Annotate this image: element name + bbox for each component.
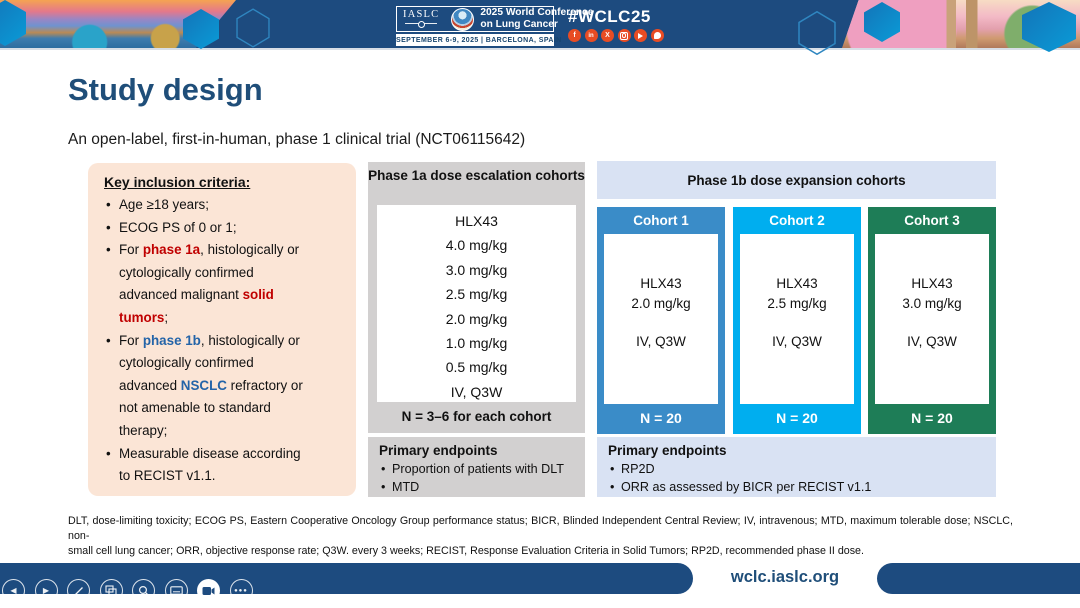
dose-line: IV, Q3W	[450, 383, 503, 400]
social-icons-row: f in X	[568, 29, 664, 42]
phase1b-header: Phase 1b dose expansion cohorts	[597, 161, 996, 199]
wclc25-emblem-icon	[451, 7, 475, 31]
dose-line: 0.5 mg/kg	[445, 359, 508, 376]
conference-name-line1: 2025 World Conference	[480, 6, 594, 18]
cohort2-body: HLX43 2.5 mg/kg IV, Q3W	[740, 234, 854, 404]
conference-hashtag: #WCLC25	[568, 7, 651, 26]
cohort1-body: HLX43 2.0 mg/kg IV, Q3W	[604, 234, 718, 404]
dose-line: 1.0 mg/kg	[445, 335, 508, 352]
list-item: ECOG PS of 0 or 1;	[104, 217, 312, 240]
viewer-toolbar: ◀ ▶ ●●●	[2, 579, 253, 602]
list-item: Proportion of patients with DLT	[379, 460, 574, 478]
next-slide-button[interactable]: ▶	[34, 579, 58, 602]
camera-button[interactable]	[197, 579, 220, 602]
phase1a-n-label: N = 3–6 for each cohort	[401, 409, 552, 424]
cohort2-n-label: N = 20	[776, 410, 818, 426]
cohort2-label: Cohort 2	[769, 213, 825, 228]
list-item: Measurable disease according to RECIST v…	[104, 443, 312, 488]
endpoints-list: RP2D ORR as assessed by BICR per RECIST …	[608, 460, 985, 496]
endpoints-list: Proportion of patients with DLT MTD	[379, 460, 574, 496]
dose-line: 3.0 mg/kg	[445, 261, 508, 278]
endpoints-heading: Primary endpoints	[608, 443, 727, 458]
cohort1-n-label: N = 20	[640, 410, 682, 426]
conference-banner: IASLC 2025 World Conference on Lung Canc…	[0, 0, 1080, 55]
page-title: Study design	[68, 72, 263, 107]
slide-layout-button[interactable]	[99, 579, 123, 602]
drug-name: HLX43	[640, 276, 682, 291]
cohort1-card: Cohort 1 HLX43 2.0 mg/kg IV, Q3W N = 20	[597, 207, 725, 434]
dose-line: 2.5 mg/kg	[445, 286, 508, 303]
instagram-icon[interactable]	[617, 29, 631, 42]
hexagon-outline-decoration	[798, 11, 836, 55]
cohort3-body: HLX43 3.0 mg/kg IV, Q3W	[875, 234, 989, 404]
phase1a-dose-box: HLX43 4.0 mg/kg 3.0 mg/kg 2.5 mg/kg 2.0 …	[377, 205, 576, 402]
conference-date-location: SEPTEMBER 6-9, 2025 | BARCELONA, SPAIN	[396, 34, 561, 46]
cohort2-card: Cohort 2 HLX43 2.5 mg/kg IV, Q3W N = 20	[733, 207, 861, 434]
keyboard-icon	[169, 586, 183, 595]
list-item: ORR as assessed by BICR per RECIST v1.1	[608, 478, 985, 496]
zoom-button[interactable]	[132, 579, 155, 602]
list-item: For phase 1a, histologically or cytologi…	[104, 239, 312, 329]
conference-name-line2: on Lung Cancer	[480, 19, 558, 30]
drug-name: HLX43	[911, 276, 953, 291]
conference-name: 2025 World Conference on Lung Cancer	[480, 7, 593, 31]
schedule: IV, Q3W	[772, 334, 822, 349]
footnote-line1: DLT, dose-limiting toxicity; ECOG PS, Ea…	[68, 515, 1013, 542]
chat-icon[interactable]	[650, 29, 664, 42]
pen-icon	[74, 586, 83, 595]
conference-url[interactable]: wclc.iaslc.org	[730, 568, 840, 586]
dose-line: 2.0 mg/kg	[445, 310, 508, 327]
inclusion-criteria-panel: Key inclusion criteria: Age ≥18 years; E…	[88, 163, 356, 496]
previous-slide-button[interactable]: ◀	[2, 579, 25, 602]
cohort3-n-label: N = 20	[911, 410, 953, 426]
drug-name: HLX43	[776, 276, 818, 291]
dose-value: 2.0 mg/kg	[631, 296, 691, 311]
dose-value: 3.0 mg/kg	[902, 296, 962, 311]
list-item: For phase 1b, histologically or cytologi…	[104, 330, 312, 443]
cohort1-label: Cohort 1	[633, 213, 689, 228]
cohort3-card: Cohort 3 HLX43 3.0 mg/kg IV, Q3W N = 20	[868, 207, 996, 434]
dose-line: 4.0 mg/kg	[445, 237, 508, 254]
x-twitter-icon[interactable]: X	[601, 29, 614, 42]
list-item: Age ≥18 years;	[104, 194, 312, 217]
dose-value: 2.5 mg/kg	[767, 296, 827, 311]
wclc-logo-box: IASLC 2025 World Conference on Lung Canc…	[396, 6, 593, 32]
schedule: IV, Q3W	[907, 334, 957, 349]
abbreviations-footnote: DLT, dose-limiting toxicity; ECOG PS, Ea…	[68, 514, 1013, 558]
inclusion-criteria-list: Age ≥18 years; ECOG PS of 0 or 1; For ph…	[104, 194, 312, 488]
video-camera-icon	[202, 586, 215, 595]
phase1a-endpoints-box: Primary endpoints Proportion of patients…	[368, 437, 585, 497]
youtube-icon[interactable]	[634, 29, 647, 42]
footnote-line2: small cell lung cancer; ORR, objective r…	[68, 544, 864, 557]
list-item: RP2D	[608, 460, 985, 478]
endpoints-heading: Primary endpoints	[379, 443, 498, 458]
iaslc-wordmark: IASLC	[403, 9, 440, 21]
phase1a-panel: Phase 1a dose escalation cohorts HLX43 4…	[368, 162, 585, 433]
schedule: IV, Q3W	[636, 334, 686, 349]
iaslc-logo: IASLC	[403, 10, 439, 28]
iaslc-emblem-mark	[405, 20, 438, 28]
more-options-button[interactable]: ●●●	[229, 579, 253, 602]
list-item: MTD	[379, 478, 574, 496]
slide-subtitle: An open-label, first-in-human, phase 1 c…	[68, 131, 526, 148]
linkedin-icon[interactable]: in	[584, 29, 598, 42]
phase1b-endpoints-box: Primary endpoints RP2D ORR as assessed b…	[597, 437, 996, 497]
hexagon-outline-decoration	[236, 8, 270, 48]
phase1a-header: Phase 1a dose escalation cohorts	[368, 168, 585, 183]
wclc-logo-group: IASLC 2025 World Conference on Lung Canc…	[396, 6, 593, 46]
magnifier-icon	[138, 585, 149, 596]
facebook-icon[interactable]: f	[568, 29, 581, 42]
inclusion-criteria-heading: Key inclusion criteria:	[104, 174, 251, 190]
pen-annotate-button[interactable]	[67, 579, 90, 602]
footer-bar-right	[877, 563, 1080, 594]
keyboard-button[interactable]	[164, 579, 188, 602]
slides-icon	[105, 585, 117, 596]
cohort3-label: Cohort 3	[904, 213, 960, 228]
dose-line: HLX43	[455, 213, 498, 229]
